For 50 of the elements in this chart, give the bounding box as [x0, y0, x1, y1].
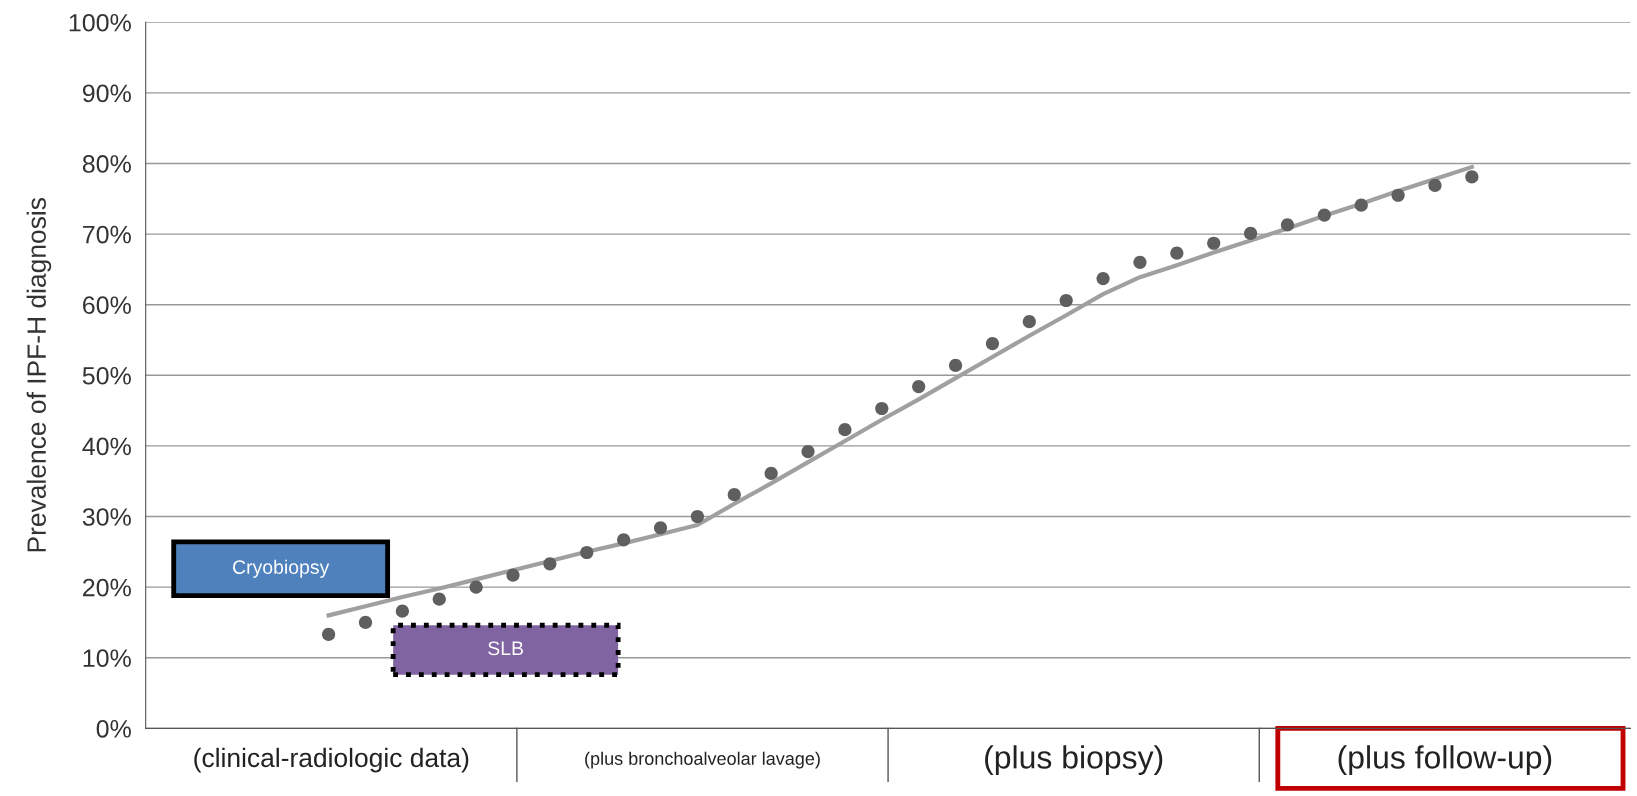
point: [580, 545, 594, 560]
point: [1170, 246, 1184, 260]
point: [764, 466, 778, 481]
y-tick-label: 0%: [96, 719, 131, 738]
point: [322, 627, 336, 642]
point: [690, 509, 704, 524]
y-tick-label: 90%: [82, 84, 131, 103]
point: [506, 568, 520, 582]
point: [469, 580, 483, 594]
y-tick-label: 70%: [83, 225, 131, 244]
y-tick-label: 60%: [83, 296, 131, 315]
point: [838, 423, 852, 437]
point: [1096, 272, 1110, 286]
y-tick-label: 10%: [83, 649, 131, 668]
point: [1022, 315, 1036, 329]
y-tick-label: 80%: [82, 155, 131, 173]
point: [653, 521, 668, 535]
y-tick-label: 30%: [82, 508, 131, 526]
point: [1354, 198, 1368, 212]
y-tick-label: 40%: [82, 437, 131, 456]
point: [1133, 255, 1147, 269]
point: [395, 604, 409, 618]
annotation: SLB: [488, 641, 523, 656]
text: (clinical-radiologic data): [194, 747, 469, 773]
point: [1391, 188, 1405, 202]
point: [985, 336, 1000, 351]
annotation: Cryobiopsy: [233, 559, 330, 578]
text: (plus bronchoalveolar lavage): [585, 751, 820, 769]
point: [1207, 236, 1221, 250]
text: (plus biopsy): [985, 745, 1163, 775]
point: [358, 615, 373, 630]
point: [543, 557, 557, 571]
text: (plus follow-up): [1338, 745, 1552, 775]
y-axis-title: Prevalence of IPF-H diagnosis: [26, 198, 52, 552]
point: [1244, 226, 1258, 240]
point: [1428, 178, 1442, 192]
point: [801, 444, 815, 459]
y-tick-label: 50%: [82, 366, 131, 385]
point: [912, 380, 926, 394]
point: [875, 401, 889, 416]
point: [1465, 170, 1479, 184]
point: [948, 358, 963, 373]
point: [1280, 218, 1295, 232]
y-tick-label: 20%: [83, 578, 131, 597]
point: [1059, 293, 1073, 308]
point: [617, 533, 631, 547]
point: [432, 592, 446, 606]
point: [1317, 208, 1331, 222]
y-tick-label: 100%: [69, 13, 131, 32]
point: [727, 488, 741, 502]
